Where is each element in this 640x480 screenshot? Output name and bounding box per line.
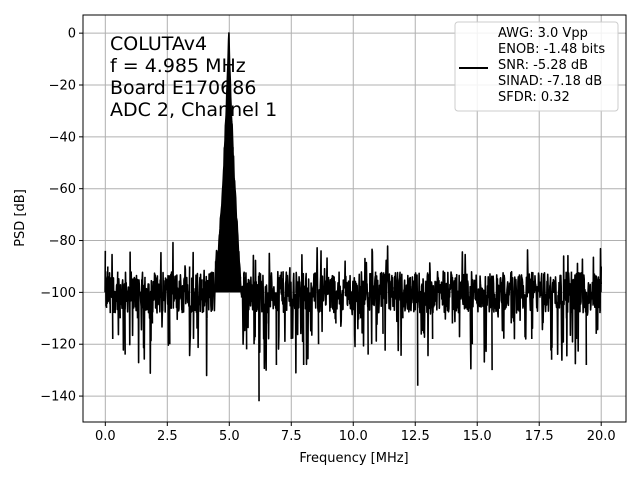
- y-tick-label: −100: [40, 286, 76, 301]
- plot-frame: [82, 14, 627, 423]
- chart-annotation: COLUTAv4 f = 4.985 MHz Board E170686 ADC…: [110, 33, 277, 121]
- x-ticks: 0.0 2.5 5.0 7.5 10.0 12.5 15.0 17.5 20.0: [95, 422, 616, 444]
- annotation-line-4: ADC 2, Channel 1: [110, 99, 277, 121]
- y-tick-label: −120: [40, 338, 76, 353]
- x-tick-label: 20.0: [587, 429, 616, 444]
- legend-line-5: SFDR: 0.32: [498, 90, 570, 105]
- x-tick-label: 12.5: [401, 429, 430, 444]
- y-tick-label: 0: [68, 27, 76, 42]
- legend-line-4: SINAD: -7.18 dB: [498, 74, 602, 89]
- x-axis-label: Frequency [MHz]: [299, 451, 408, 466]
- y-ticks: 0 −20 −40 −60 −80 −100 −120 −140: [40, 27, 83, 405]
- annotation-line-1: COLUTAv4: [110, 33, 207, 55]
- x-tick-label: 7.5: [281, 429, 302, 444]
- legend-line-3: SNR: -5.28 dB: [498, 58, 588, 73]
- y-tick-label: −80: [49, 234, 76, 249]
- legend: AWG: 3.0 Vpp ENOB: -1.48 bits SNR: -5.28…: [454, 21, 619, 112]
- legend-line-2: ENOB: -1.48 bits: [498, 42, 605, 57]
- y-axis-label: PSD [dB]: [13, 189, 28, 247]
- x-tick-label: 0.0: [95, 429, 116, 444]
- legend-box: [454, 21, 619, 112]
- annotation-line-2: f = 4.985 MHz: [110, 55, 246, 77]
- x-tick-label: 10.0: [339, 429, 368, 444]
- x-tick-label: 15.0: [463, 429, 492, 444]
- y-tick-label: −140: [40, 390, 76, 405]
- x-tick-label: 2.5: [157, 429, 178, 444]
- y-tick-label: −20: [49, 78, 76, 93]
- psd-series-line: [104, 32, 603, 402]
- legend-line-1: AWG: 3.0 Vpp: [498, 26, 588, 41]
- y-tick-label: −60: [49, 182, 76, 197]
- y-tick-label: −40: [49, 130, 76, 145]
- annotation-line-3: Board E170686: [110, 77, 256, 99]
- x-tick-label: 5.0: [219, 429, 240, 444]
- series-layer: [104, 32, 603, 402]
- x-tick-label: 17.5: [525, 429, 554, 444]
